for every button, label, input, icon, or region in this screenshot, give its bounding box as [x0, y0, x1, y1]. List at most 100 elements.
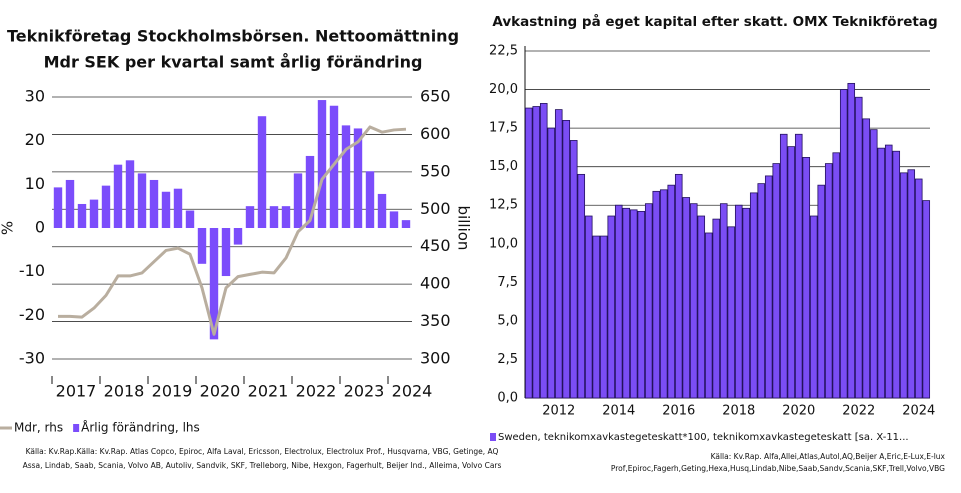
bar [674, 173, 683, 399]
y2-tick-label: 400 [420, 274, 451, 293]
y2-tick-label: 500 [420, 199, 451, 218]
source-note: Prof,Epiroc,Fagerh,Geting,Hexa,Husq,Lind… [611, 464, 945, 473]
bar [719, 203, 728, 399]
bar [599, 235, 608, 399]
bar [562, 120, 571, 399]
y-tick-label: 7,5 [497, 275, 518, 290]
bar [704, 232, 713, 399]
bar [257, 116, 267, 228]
bar [817, 184, 826, 399]
bar [209, 228, 219, 340]
y2-tick-label: 550 [420, 161, 451, 180]
x-tick-label: 2018 [104, 382, 145, 401]
bar [547, 127, 556, 399]
bar [245, 206, 255, 228]
x-tick-label: 2023 [344, 382, 385, 401]
bar [401, 220, 411, 228]
bar [554, 109, 563, 399]
legend-label: Mdr, rhs [14, 421, 63, 435]
bar [614, 204, 623, 399]
y-axis-label: % [0, 221, 17, 235]
bar [899, 172, 908, 399]
y-tick-label: 5,0 [497, 313, 518, 328]
bar [329, 105, 339, 228]
bar [389, 211, 399, 228]
bar [667, 184, 676, 399]
bar [293, 173, 303, 228]
bar [269, 206, 279, 228]
bar [353, 128, 363, 228]
bar [727, 226, 736, 399]
bar [839, 89, 848, 399]
bar [802, 157, 811, 399]
y-tick-label: -30 [19, 349, 45, 368]
y-tick-label: -10 [19, 261, 45, 280]
bar [877, 147, 886, 399]
bar [607, 215, 616, 399]
y-tick-label: 17,5 [489, 121, 518, 136]
bar [89, 199, 99, 228]
x-tick-label: 2020 [200, 382, 241, 401]
legend-swatch [73, 424, 80, 432]
bar [749, 192, 758, 399]
y2-tick-label: 450 [420, 236, 451, 255]
bar [682, 197, 691, 399]
x-tick-label: 2020 [782, 404, 815, 419]
bar [779, 133, 788, 399]
bar [622, 207, 631, 399]
bar [809, 215, 818, 399]
y-tick-label: 22,5 [489, 44, 518, 59]
bar [862, 118, 871, 399]
bar [757, 183, 766, 399]
bar [185, 210, 195, 228]
y-tick-label: 0 [35, 218, 45, 237]
bar [53, 187, 63, 228]
bar [584, 215, 593, 399]
y-tick-label: 10 [25, 174, 45, 193]
bar [592, 235, 601, 399]
y2-tick-label: 350 [420, 311, 451, 330]
bar [659, 189, 668, 399]
y-tick-label: 0,0 [497, 391, 518, 406]
x-tick-label: 2022 [296, 382, 337, 401]
bar [305, 155, 315, 228]
bar [907, 169, 916, 399]
bar [689, 203, 698, 399]
bar [637, 210, 646, 399]
y2-axis-label: billion [455, 206, 473, 251]
bar [652, 190, 661, 399]
x-tick-label: 2021 [248, 382, 289, 401]
chart-title: Teknikföretag Stockholmsbörsen. Nettoomä… [7, 27, 459, 46]
bar [697, 215, 706, 399]
bar [161, 191, 171, 228]
bar [365, 171, 375, 228]
bar [914, 178, 923, 399]
bar [377, 193, 387, 228]
bar [149, 179, 159, 228]
x-tick-label: 2019 [152, 382, 193, 401]
bar [922, 200, 931, 399]
y-tick-label: 20 [25, 130, 45, 149]
legend-label: Årlig förändring, lhs [81, 420, 200, 435]
bar [101, 185, 111, 228]
bar [787, 146, 796, 399]
bar [137, 173, 147, 228]
bar [125, 160, 135, 228]
bar [869, 129, 878, 399]
bar [221, 228, 231, 277]
bar [173, 188, 183, 228]
chart-title: Avkastning på eget kapital efter skatt. … [492, 13, 937, 30]
y-tick-label: 15,0 [489, 159, 518, 174]
bar [794, 133, 803, 399]
x-tick-label: 2024 [392, 382, 433, 401]
bar [317, 100, 327, 228]
x-tick-label: 2022 [842, 404, 875, 419]
y-tick-label: 12,5 [489, 198, 518, 213]
bar [854, 96, 863, 399]
source-note: Källa: Kv.Rap.Källa: Kv.Rap. Atlas Copco… [26, 447, 499, 456]
x-tick-label: 2017 [56, 382, 97, 401]
bar [281, 206, 291, 228]
bar [644, 203, 653, 399]
bar [742, 207, 751, 399]
